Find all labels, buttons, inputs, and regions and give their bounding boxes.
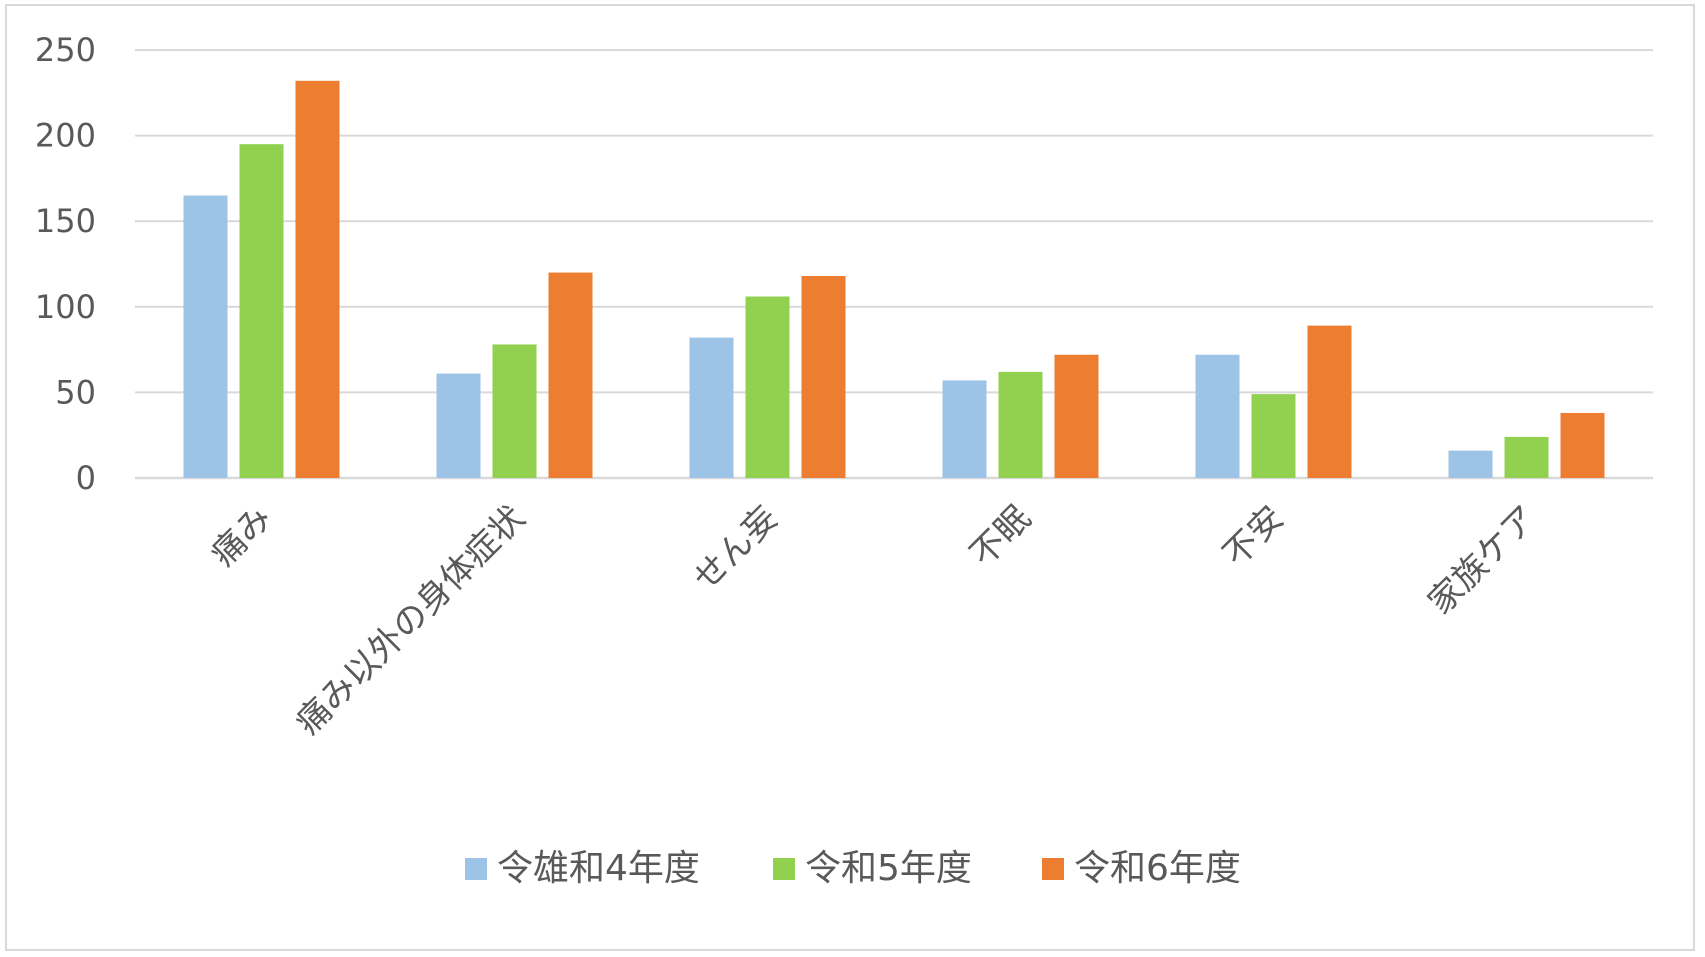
x-category-label: 不安 xyxy=(1215,498,1291,574)
legend-swatch xyxy=(773,858,795,880)
bar xyxy=(689,337,734,478)
bar xyxy=(183,195,228,478)
y-tick-label: 0 xyxy=(76,459,96,497)
bar xyxy=(1560,412,1605,478)
legend-label: 令和6年度 xyxy=(1074,848,1241,889)
bar xyxy=(295,80,340,478)
bar xyxy=(239,144,284,478)
y-tick-label: 150 xyxy=(35,202,96,240)
x-category-label: せん妄 xyxy=(685,498,785,598)
y-axis-ticks: 0 50 100 150 200 250 xyxy=(35,31,96,497)
y-tick-label: 200 xyxy=(35,117,96,155)
y-tick-label: 250 xyxy=(35,31,96,69)
bar xyxy=(942,380,987,478)
x-category-label: 家族ケア xyxy=(1420,498,1544,622)
legend-label: 令和5年度 xyxy=(805,848,972,889)
bar xyxy=(1504,436,1549,478)
bar xyxy=(998,371,1043,478)
bar xyxy=(801,275,846,478)
bars xyxy=(183,80,1605,478)
bar xyxy=(492,344,537,478)
bar xyxy=(1251,394,1296,478)
y-tick-label: 100 xyxy=(35,288,96,326)
legend-label: 令雄和4年度 xyxy=(497,848,700,889)
bar xyxy=(745,296,790,478)
bar xyxy=(1448,450,1493,478)
x-category-label: 不眠 xyxy=(962,498,1038,574)
bar xyxy=(1054,354,1099,478)
x-category-label: 痛み以外の身体症状 xyxy=(288,498,533,743)
bar xyxy=(1195,354,1240,478)
legend: 令雄和4年度 令和5年度 令和6年度 xyxy=(465,848,1241,889)
gridlines xyxy=(135,49,1653,480)
x-category-label: 痛み xyxy=(203,498,279,574)
bar xyxy=(1307,325,1352,478)
bar xyxy=(548,272,593,478)
y-tick-label: 50 xyxy=(55,373,96,411)
legend-swatch xyxy=(1042,858,1064,880)
x-axis-categories: 痛み 痛み以外の身体症状 せん妄 不眠 不安 家族ケア xyxy=(203,498,1544,743)
bar xyxy=(436,373,481,478)
legend-swatch xyxy=(465,858,487,880)
